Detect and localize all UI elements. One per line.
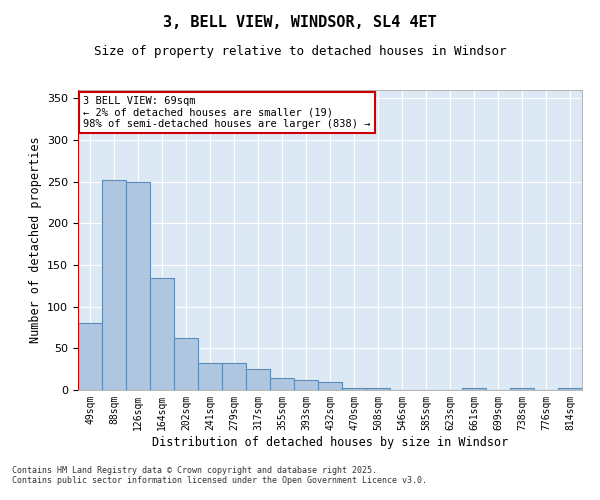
Bar <box>78 324 102 390</box>
Bar <box>462 388 486 390</box>
Bar <box>270 378 294 390</box>
Bar <box>150 278 174 390</box>
Text: 3, BELL VIEW, WINDSOR, SL4 4ET: 3, BELL VIEW, WINDSOR, SL4 4ET <box>163 15 437 30</box>
Bar <box>174 338 198 390</box>
Text: Size of property relative to detached houses in Windsor: Size of property relative to detached ho… <box>94 45 506 58</box>
Text: 3 BELL VIEW: 69sqm
← 2% of detached houses are smaller (19)
98% of semi-detached: 3 BELL VIEW: 69sqm ← 2% of detached hous… <box>83 96 371 129</box>
Bar <box>222 364 246 390</box>
Y-axis label: Number of detached properties: Number of detached properties <box>29 136 41 344</box>
Bar <box>318 382 342 390</box>
Bar <box>366 388 390 390</box>
Bar <box>342 388 366 390</box>
Bar <box>294 380 318 390</box>
Bar <box>126 182 150 390</box>
Bar <box>102 180 126 390</box>
Bar <box>246 369 270 390</box>
Bar <box>558 388 582 390</box>
X-axis label: Distribution of detached houses by size in Windsor: Distribution of detached houses by size … <box>152 436 508 448</box>
Bar <box>510 388 534 390</box>
Text: Contains HM Land Registry data © Crown copyright and database right 2025.
Contai: Contains HM Land Registry data © Crown c… <box>12 466 427 485</box>
Bar <box>198 364 222 390</box>
